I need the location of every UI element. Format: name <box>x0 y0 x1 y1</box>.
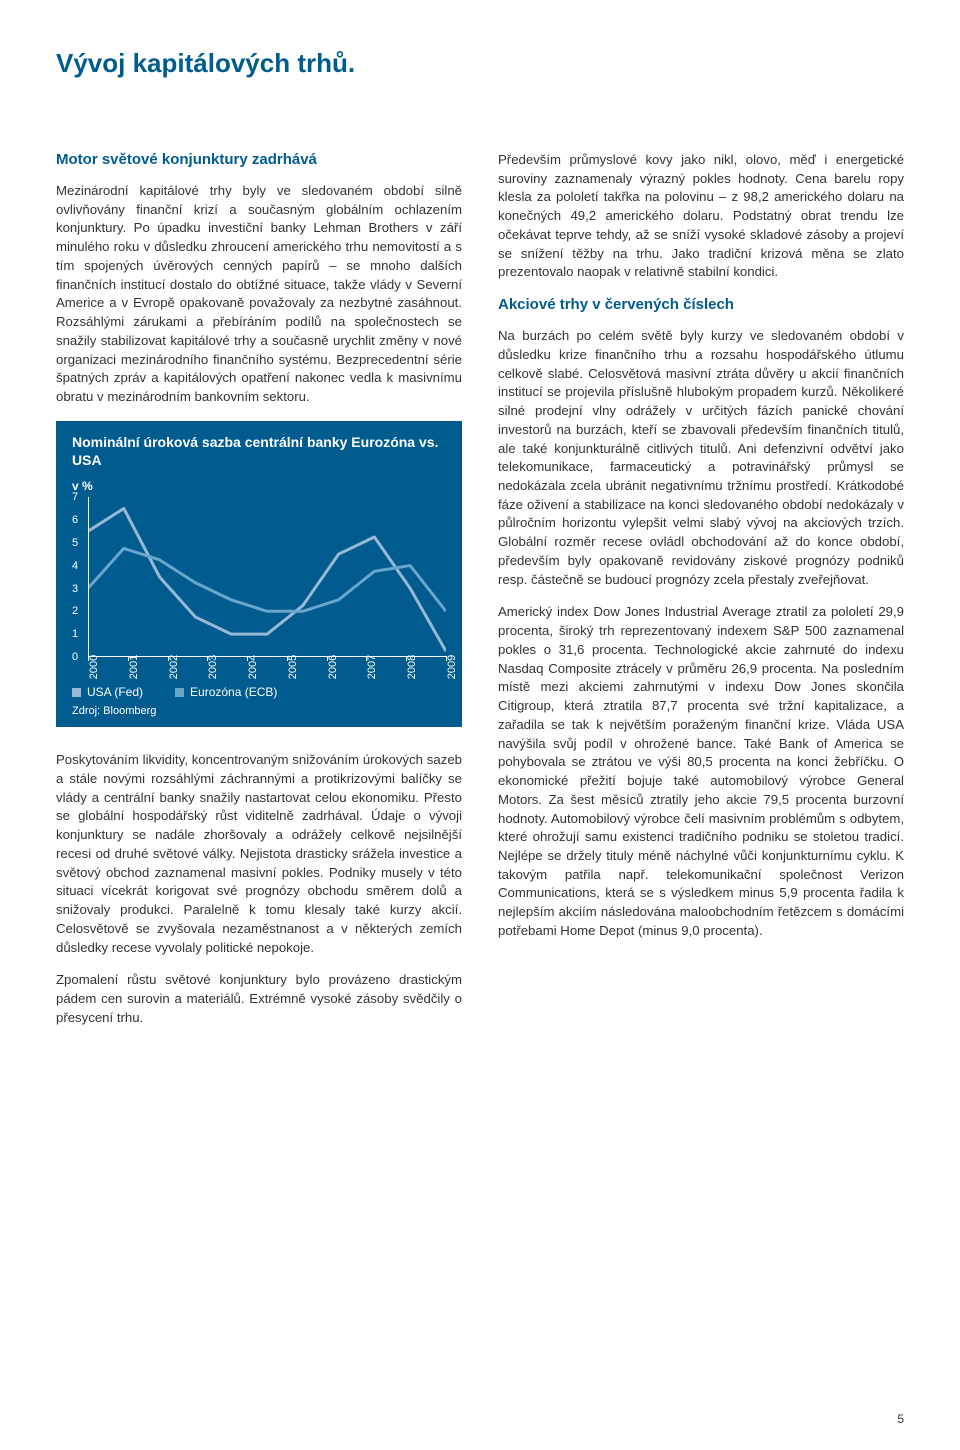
chart-xtick: 2000 <box>88 655 100 679</box>
right-p3: Americký index Dow Jones Industrial Aver… <box>498 603 904 940</box>
chart-xtick: 2007 <box>366 655 378 679</box>
chart-plot-area: 0123456720002001200220032004200520062007… <box>88 497 446 657</box>
right-p1: Především průmyslové kovy jako nikl, olo… <box>498 151 904 282</box>
chart-ytick: 4 <box>72 560 78 572</box>
chart-xtick: 2003 <box>207 655 219 679</box>
chart-legend: USA (Fed) Eurozóna (ECB) <box>72 685 446 699</box>
chart-xtick: 2005 <box>287 655 299 679</box>
chart-xtick: 2009 <box>446 655 458 679</box>
chart-source: Zdroj: Bloomberg <box>72 705 446 717</box>
legend-square-icon <box>72 688 81 697</box>
legend-item-ecb: Eurozóna (ECB) <box>175 685 277 699</box>
content-columns: Motor světové konjunktury zadrhává Mezin… <box>56 151 904 1041</box>
chart-ytick: 1 <box>72 628 78 640</box>
left-p1: Mezinárodní kapitálové trhy byly ve sled… <box>56 182 462 407</box>
chart-xtick: 2002 <box>168 655 180 679</box>
chart-series-line <box>88 509 446 652</box>
chart-ytick: 7 <box>72 491 78 503</box>
rate-chart: Nominální úroková sazba centrální banky … <box>56 421 462 727</box>
page-number: 5 <box>897 1412 904 1426</box>
chart-ytick: 0 <box>72 651 78 663</box>
chart-xtick: 2001 <box>128 655 140 679</box>
chart-ytick: 5 <box>72 537 78 549</box>
chart-ytick: 2 <box>72 605 78 617</box>
left-p3: Zpomalení růstu světové konjunktury bylo… <box>56 971 462 1027</box>
left-column: Motor světové konjunktury zadrhává Mezin… <box>56 151 462 1041</box>
chart-title: Nominální úroková sazba centrální banky … <box>72 433 446 469</box>
chart-ytick: 3 <box>72 583 78 595</box>
chart-xtick: 2008 <box>406 655 418 679</box>
right-column: Především průmyslové kovy jako nikl, olo… <box>498 151 904 1041</box>
chart-y-unit: v % <box>72 479 446 493</box>
left-heading: Motor světové konjunktury zadrhává <box>56 151 462 168</box>
chart-ytick: 6 <box>72 514 78 526</box>
chart-xtick: 2006 <box>327 655 339 679</box>
chart-series-line <box>88 549 446 612</box>
page-title: Vývoj kapitálových trhů. <box>56 48 904 79</box>
legend-square-icon <box>175 688 184 697</box>
chart-xtick: 2004 <box>247 655 259 679</box>
right-p2: Na burzách po celém světě byly kurzy ve … <box>498 327 904 589</box>
left-p2: Poskytováním likvidity, koncentrovaným s… <box>56 751 462 957</box>
legend-label-ecb: Eurozóna (ECB) <box>190 685 277 699</box>
right-heading: Akciové trhy v červených číslech <box>498 296 904 313</box>
legend-item-usa: USA (Fed) <box>72 685 143 699</box>
legend-label-usa: USA (Fed) <box>87 685 143 699</box>
